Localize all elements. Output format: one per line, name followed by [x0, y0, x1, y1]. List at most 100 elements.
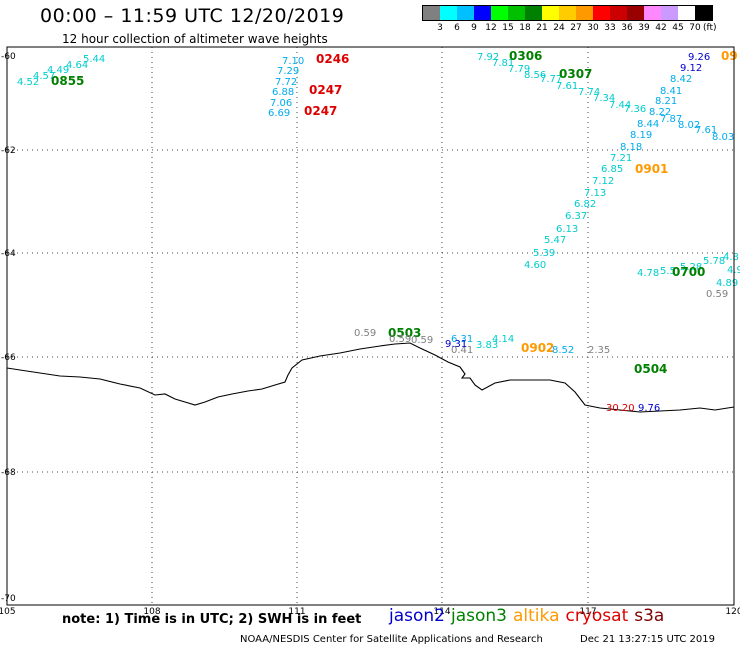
legend-label: 39	[638, 23, 650, 33]
legend-swatch	[525, 6, 542, 20]
wave-height-value: 7.06	[270, 98, 292, 109]
legend-swatches	[422, 5, 713, 21]
wave-height-value: 6.31	[451, 334, 473, 345]
longitude-label: 114	[433, 607, 450, 617]
legend-swatch	[593, 6, 610, 20]
legend-swatch	[474, 6, 491, 20]
legend-labels: 3 6 9 12 15 18 21 24 27 30 33 36 39 42 45 70	[422, 21, 713, 35]
satellite-cryosat: cryosat	[565, 606, 629, 626]
grid-lines	[7, 47, 734, 605]
wave-height-value: 0.41	[451, 345, 473, 356]
wave-height-value: 9.12	[680, 63, 702, 74]
wave-height-value: 8.19	[630, 130, 652, 141]
wave-height-value: 8.52	[552, 345, 574, 356]
wave-height-value: 8.03	[712, 132, 734, 143]
wave-height-value: 9.31	[445, 339, 467, 350]
pass-time-label: 09	[721, 49, 738, 63]
wave-height-value: 5.44	[83, 54, 105, 65]
wave-height-value: 7.34	[593, 93, 615, 104]
wave-height-labels: 4.524.574.494.645.44 0855 7.107.297.726.88…	[17, 49, 740, 414]
wave-height-value: 4.78	[637, 268, 659, 279]
wave-height-value: 9.76	[638, 403, 660, 414]
pass-time-label: 0901	[635, 162, 668, 176]
wave-height-value: 8.56	[524, 70, 546, 81]
legend-label: 21	[536, 23, 548, 33]
legend-label: 42	[655, 23, 667, 33]
wave-height-value: 0.59	[354, 328, 376, 339]
latitude-labels: -60 -62 -64 -66 -68 -70	[1, 52, 16, 604]
wave-height-value: 8.41	[660, 86, 682, 97]
legend-label: 9	[471, 23, 477, 33]
legend-label: 3	[437, 23, 443, 33]
legend-label: 6	[454, 23, 460, 33]
coastline	[6, 342, 735, 413]
pass-time-label: 0246	[316, 52, 349, 66]
wave-height-value: 0.59	[389, 334, 411, 345]
legend-swatch	[610, 6, 627, 20]
wave-height-value: 4.52	[17, 77, 39, 88]
wave-height-value: 4.49	[47, 65, 69, 76]
longitude-labels: 105 108 111 114 117 120	[0, 607, 740, 617]
wave-height-value: 8.22	[649, 107, 671, 118]
pass-time-label: 0247	[309, 83, 342, 97]
latitude-label: -68	[1, 468, 16, 478]
legend-label: 30	[587, 23, 599, 33]
wave-height-value: 4.60	[524, 260, 546, 271]
wave-height-value: 6.13	[556, 224, 578, 235]
wave-height-value: 7.12	[592, 176, 614, 187]
wave-height-value: 7.79	[508, 64, 530, 75]
pass-time-label: 0247	[304, 104, 337, 118]
pass-time-label: 0902	[521, 341, 554, 355]
wave-height-value: 8.21	[655, 96, 677, 107]
legend-swatch	[440, 6, 457, 20]
legend-swatch	[559, 6, 576, 20]
wave-height-value: 30.20	[606, 403, 635, 414]
wave-height-value: 5.5	[660, 266, 676, 277]
wave-height-value: 6.37	[565, 211, 587, 222]
wave-height-value: 0.59	[706, 289, 728, 300]
longitude-label: 120	[725, 607, 740, 617]
satellite-altika: altika	[513, 606, 560, 626]
wave-height-value: 6.85	[601, 164, 623, 175]
wave-height-value: 7.81	[492, 58, 514, 69]
pass-time-label: 0504	[634, 362, 667, 376]
wave-height-value: 4.57	[33, 71, 55, 82]
latitude-label: -66	[1, 353, 16, 363]
wave-height-value: 3.83	[476, 340, 498, 351]
map-frame	[6, 46, 735, 606]
generated-timestamp: Dec 21 13:27:15 UTC 2019	[580, 634, 715, 645]
wave-height-value: 7.13	[584, 188, 606, 199]
footer-note: note: 1) Time is in UTC; 2) SWH is in fe…	[62, 612, 362, 627]
wave-height-value: 5.78	[703, 256, 725, 267]
legend-swatch	[491, 6, 508, 20]
wave-height-value: 7.36	[624, 104, 646, 115]
latitude-label: -70	[1, 594, 16, 604]
wave-height-value: 8.02	[678, 120, 700, 131]
legend-swatch	[644, 6, 661, 20]
wave-height-value: 7.72	[275, 77, 297, 88]
wave-height-value: 5.47	[544, 235, 566, 246]
wave-height-value: 5.28	[680, 262, 702, 273]
legend-swatch	[423, 6, 440, 20]
satellite-s3a: s3a	[634, 606, 665, 626]
wave-height-value: 7.61	[695, 125, 717, 136]
wave-height-value: 6.88	[272, 87, 294, 98]
wave-height-value: 0.59	[411, 335, 433, 346]
wave-height-value: 7.61	[556, 81, 578, 92]
wave-height-value: 4.8	[723, 252, 739, 263]
satellite-key: jason2 jason3 altika cryosat s3a	[389, 606, 670, 626]
legend-swatch	[627, 6, 644, 20]
wave-height-value: 7.29	[277, 66, 299, 77]
wave-height-value: 6.82	[574, 199, 596, 210]
color-legend: 3 6 9 12 15 18 21 24 27 30 33 36 39 42 45 70	[422, 5, 713, 35]
wave-height-value: 7.44	[609, 100, 631, 111]
legend-label: 27	[570, 23, 582, 33]
wave-height-value: 5.39	[533, 248, 555, 259]
wave-height-value: 7.77	[540, 74, 562, 85]
legend-swatch	[508, 6, 525, 20]
wave-height-value: 7.87	[660, 114, 682, 125]
legend-swatch	[661, 6, 678, 20]
satellite-jason2: jason2	[389, 606, 445, 626]
satellite-jason3: jason3	[451, 606, 507, 626]
